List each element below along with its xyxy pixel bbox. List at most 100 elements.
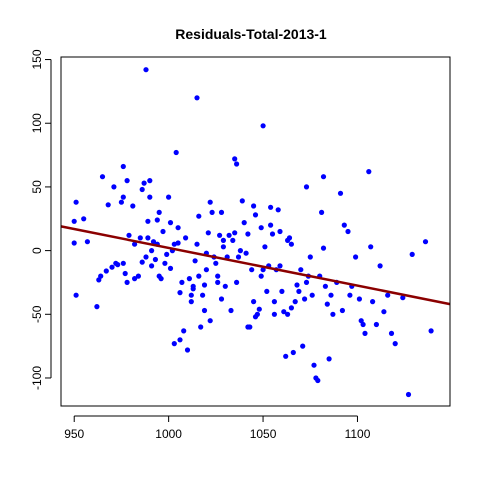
data-point [275, 207, 281, 213]
data-point [232, 156, 238, 162]
data-point [298, 267, 304, 273]
data-point [177, 290, 183, 296]
y-tick-label: 150 [30, 49, 44, 69]
data-point [145, 218, 151, 224]
data-point [184, 347, 191, 353]
data-point [188, 292, 194, 298]
data-point [120, 260, 126, 266]
data-point [124, 279, 130, 285]
data-point [194, 241, 200, 247]
data-point [162, 260, 168, 266]
data-point [322, 283, 328, 289]
data-point [73, 199, 79, 205]
data-point [232, 230, 238, 236]
data-point [302, 296, 308, 302]
data-point [226, 232, 232, 238]
data-point [286, 235, 293, 241]
data-point [167, 220, 174, 226]
data-point [269, 231, 276, 237]
data-point [205, 230, 211, 236]
data-point [328, 292, 334, 298]
data-point [126, 232, 132, 238]
data-point [186, 276, 192, 282]
data-point [137, 235, 143, 241]
data-point [256, 306, 262, 312]
data-point [122, 270, 128, 277]
data-point [300, 343, 306, 349]
data-point [249, 267, 255, 273]
y-tick-label: -100 [30, 366, 44, 390]
data-point [400, 295, 406, 301]
data-point [201, 307, 208, 314]
data-point [258, 273, 264, 279]
data-point [99, 174, 106, 180]
data-point [277, 228, 283, 235]
data-point [154, 217, 160, 223]
y-tick-label: -50 [30, 305, 44, 323]
data-point [198, 324, 204, 330]
data-point [196, 213, 202, 219]
y-axis: -100 -50 0 50 100 150 [30, 49, 52, 390]
data-point [149, 248, 155, 254]
data-point [143, 254, 149, 260]
data-point [201, 282, 208, 288]
data-point [192, 258, 198, 264]
data-point [118, 199, 124, 205]
data-point [370, 299, 376, 305]
y-tick-label: 0 [30, 247, 44, 254]
x-tick-label: 1050 [250, 427, 277, 441]
data-point [196, 273, 202, 279]
data-point [281, 309, 287, 315]
data-point [147, 178, 153, 184]
x-tick-label: 950 [64, 427, 84, 441]
y-tick-label: 100 [30, 113, 44, 133]
data-point [392, 341, 398, 347]
data-point [296, 288, 302, 294]
data-point [209, 209, 215, 215]
data-point [362, 330, 368, 336]
data-point [84, 239, 90, 245]
plot-frame [60, 56, 451, 407]
x-tick-label: 1100 [345, 427, 371, 441]
data-point [311, 362, 317, 368]
data-point [277, 263, 283, 269]
data-point [228, 307, 234, 314]
data-point [143, 67, 149, 73]
chart-title: Residuals-Total-2013-1 [175, 26, 327, 42]
data-point [243, 250, 249, 256]
data-point [385, 292, 391, 298]
data-point [105, 202, 111, 208]
data-point [175, 225, 181, 231]
data-point [288, 305, 294, 311]
data-point [120, 163, 126, 170]
data-point [132, 276, 138, 282]
data-point [71, 218, 77, 224]
data-point [290, 349, 296, 356]
data-point [315, 377, 321, 384]
data-point [422, 239, 429, 245]
data-point [139, 186, 145, 193]
data-point [147, 194, 153, 200]
data-point [251, 203, 257, 209]
data-point [183, 235, 189, 241]
data-point [141, 180, 147, 186]
data-point [160, 228, 166, 235]
data-point [268, 204, 274, 210]
data-point [388, 330, 395, 336]
data-point [271, 299, 277, 305]
data-point [405, 391, 412, 398]
data-point [145, 235, 151, 241]
data-point [283, 353, 289, 359]
data-point [220, 237, 226, 243]
data-point [103, 268, 109, 274]
data-point [207, 199, 213, 205]
data-point [217, 232, 223, 238]
data-point [213, 260, 219, 266]
data-point [373, 321, 379, 328]
data-point [218, 296, 225, 302]
regression-line [60, 225, 451, 306]
data-point [194, 95, 200, 101]
data-point [345, 228, 351, 235]
data-point [366, 169, 372, 175]
